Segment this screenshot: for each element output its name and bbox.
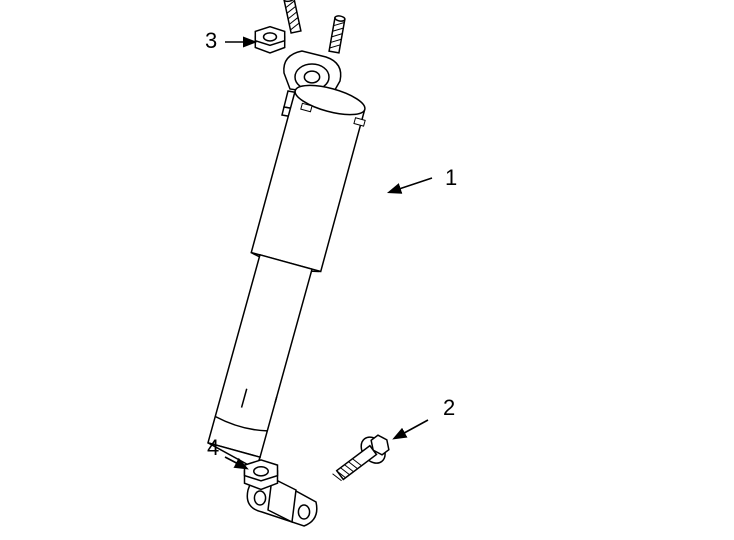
callout-label: 1 xyxy=(445,165,457,190)
callout-upper-mount-nut: 3 xyxy=(205,28,254,53)
upper-mount-nut xyxy=(255,27,284,53)
callout-shock-absorber-body: 1 xyxy=(390,165,457,192)
callout-label: 4 xyxy=(207,435,219,460)
threaded-stud xyxy=(329,15,345,53)
callout-label: 2 xyxy=(443,395,455,420)
lower-mount-nut xyxy=(245,460,278,490)
outer-sleeve xyxy=(251,91,364,272)
lower-mount-bolt xyxy=(327,428,395,489)
callout-label: 3 xyxy=(205,28,217,53)
shock-absorber-body xyxy=(208,51,368,526)
inner-tube xyxy=(208,255,312,457)
callout-arrow xyxy=(395,420,428,438)
callout-lower-mount-bolt: 2 xyxy=(395,395,455,438)
parts-diagram: 1 2 3 4 xyxy=(0,0,734,540)
callout-arrow xyxy=(390,178,432,192)
threaded-stud xyxy=(284,0,301,33)
